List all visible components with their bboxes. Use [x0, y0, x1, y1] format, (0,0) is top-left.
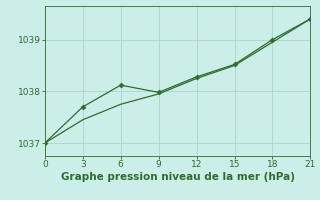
X-axis label: Graphe pression niveau de la mer (hPa): Graphe pression niveau de la mer (hPa)	[60, 172, 295, 182]
